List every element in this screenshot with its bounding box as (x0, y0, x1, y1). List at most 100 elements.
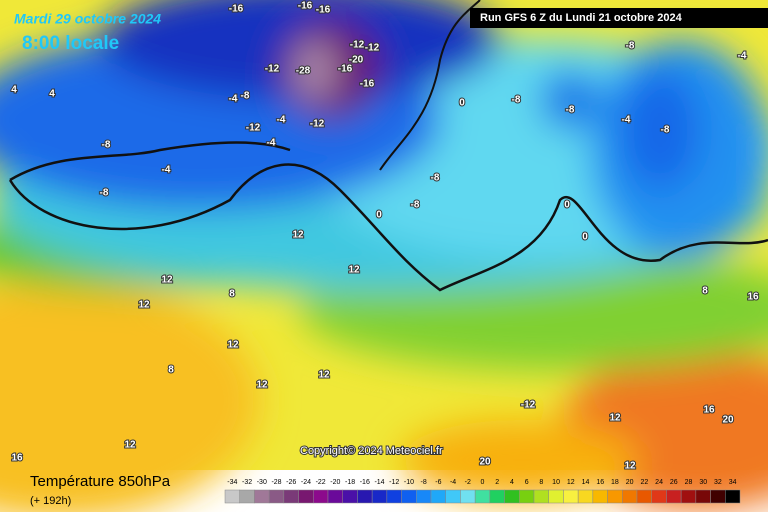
scale-swatch (357, 489, 373, 504)
contour-label: 0 (376, 210, 382, 221)
scale-label: 12 (567, 479, 575, 486)
contour-label: 8 (702, 286, 708, 297)
copyright: Copyright© 2024 Meteociel.fr (300, 445, 443, 457)
contour-label: -12 (246, 123, 261, 134)
scale-swatch (636, 489, 652, 504)
contour-label: -4 (277, 115, 286, 126)
contour-label: -12 (521, 400, 536, 411)
contour-label: -4 (622, 115, 631, 126)
scale-swatch (474, 489, 491, 504)
scale-label: 20 (626, 479, 634, 486)
scale-label: -32 (242, 479, 252, 486)
scale-swatch (386, 489, 402, 504)
contour-label: 12 (609, 413, 621, 424)
scale-label: 6 (525, 479, 529, 486)
scale-label: 24 (655, 479, 663, 486)
legend-lead: (+ 192h) (30, 495, 71, 507)
scale-swatch (430, 489, 446, 504)
scale-label: 4 (510, 479, 514, 486)
contour-label: 12 (318, 370, 330, 381)
scale-label: -10 (404, 479, 414, 486)
contour-label: 8 (168, 365, 174, 376)
contour-label: 8 (229, 289, 235, 300)
scale-label: 30 (699, 479, 707, 486)
contour-label: 0 (459, 98, 465, 109)
contour-label: 12 (161, 275, 173, 286)
scale-swatch (695, 489, 711, 504)
contour-label: -4 (229, 94, 238, 105)
scale-swatch (313, 489, 329, 504)
contour-label: 4 (49, 89, 55, 100)
scale-label: -20 (330, 479, 340, 486)
scale-swatch (401, 489, 417, 504)
scale-label: -22 (316, 479, 326, 486)
contour-label: 20 (722, 415, 734, 426)
contour-label: -8 (566, 105, 575, 116)
legend-title: Température 850hPa (30, 473, 171, 490)
scale-swatch (283, 489, 299, 504)
contour-label: -16 (229, 4, 244, 15)
contour-label: -8 (661, 125, 670, 136)
scale-swatch (489, 489, 505, 504)
contour-label: -8 (241, 91, 250, 102)
contour-label: -4 (162, 165, 171, 176)
date: Mardi 29 octobre 2024 (14, 11, 161, 27)
contour-label: 0 (582, 232, 588, 243)
contour-label: 20 (479, 457, 491, 468)
contour-label: -8 (512, 95, 521, 106)
contour-label: 16 (747, 292, 759, 303)
scale-swatch (371, 489, 388, 504)
contour-label: 12 (124, 440, 136, 451)
contour-label: -16 (360, 79, 375, 90)
scale-swatch (445, 489, 461, 504)
scale-swatch (548, 489, 564, 504)
contour-label: -8 (102, 140, 111, 151)
scale-swatch (577, 489, 594, 504)
scale-swatch (268, 489, 285, 504)
scale-swatch (224, 489, 240, 504)
contour-label: -4 (738, 51, 747, 62)
color-scale: -34 -32 -30 -28 -26 -24 -22 -20 -18 -16 -14 -12 -10-… (224, 479, 741, 504)
scale-swatch (622, 489, 638, 504)
scale-label: -2 (465, 479, 471, 486)
contour-label: 0 (564, 200, 570, 211)
scale-label: -6 (435, 479, 441, 486)
scale-label: -8 (421, 479, 427, 486)
scale-label: -26 (286, 479, 296, 486)
scale-swatch (710, 489, 726, 504)
contour-label: 12 (292, 230, 304, 241)
scale-label: 8 (539, 479, 543, 486)
scale-swatch (460, 489, 476, 504)
contour-label: 12 (624, 461, 636, 472)
scale-label: 2 (495, 479, 499, 486)
contour-label: 12 (138, 300, 150, 311)
contour-label: -8 (626, 41, 635, 52)
contour-label: 12 (348, 265, 360, 276)
contour-label: 16 (703, 405, 715, 416)
scale-label: 14 (582, 479, 590, 486)
scale-swatch (563, 489, 579, 504)
scale-label: 26 (670, 479, 678, 486)
contour-label: -12 (310, 119, 325, 130)
contour-label: -16 (338, 64, 353, 75)
run: Run GFS 6 Z du Lundi 21 octobre 2024 (480, 12, 683, 24)
scale-label: 16 (596, 479, 604, 486)
scale-swatch (666, 489, 682, 504)
scale-label: -30 (257, 479, 267, 486)
scale-label: -24 (301, 479, 311, 486)
scale-swatch (592, 489, 608, 504)
contour-label: -16 (298, 1, 313, 12)
scale-label: -28 (271, 479, 281, 486)
contour-label: 12 (227, 340, 239, 351)
scale-swatch (607, 489, 623, 504)
scale-label: 34 (729, 479, 737, 486)
contour-label: -28 (296, 66, 311, 77)
contour-label: -12 (350, 40, 365, 51)
contour-label: -12 (265, 64, 280, 75)
scale-label: 10 (552, 479, 560, 486)
scale-swatch (533, 489, 549, 504)
run-box (470, 8, 768, 28)
scale-label: -4 (450, 479, 456, 486)
scale-label: -12 (389, 479, 399, 486)
